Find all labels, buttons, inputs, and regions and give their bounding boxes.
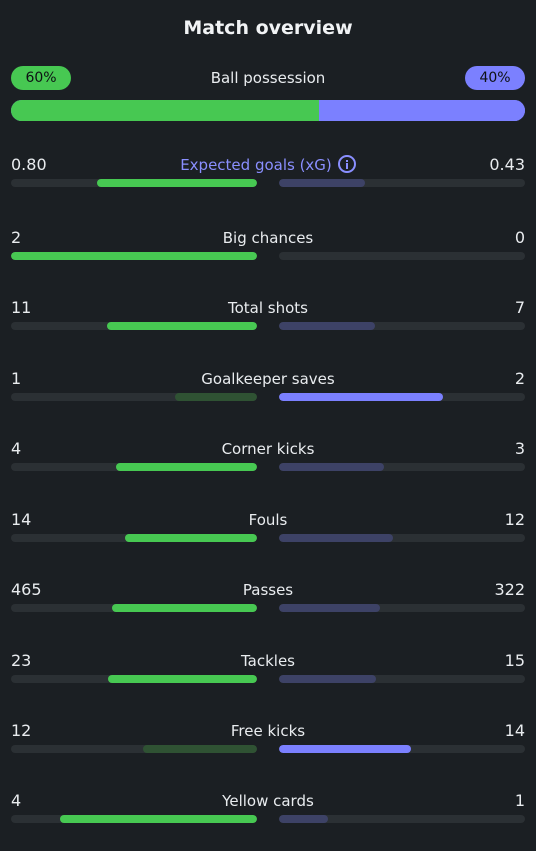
- home-value: 465: [11, 580, 42, 599]
- home-track: [11, 252, 257, 260]
- away-value: 0: [514, 228, 525, 247]
- stat-label: Big chances: [222, 229, 314, 247]
- stat-label-wrap[interactable]: Expected goals (xG): [11, 155, 525, 175]
- stat-label-wrap: Big chances: [11, 228, 525, 248]
- away-value: 7: [514, 298, 525, 317]
- home-track: [11, 815, 257, 823]
- stat-row: 14 Fouls 12: [11, 510, 525, 550]
- stat-row: 4 Yellow cards 1: [11, 791, 525, 831]
- home-track: [11, 393, 257, 401]
- possession-header: 60% Ball possession 40%: [11, 66, 525, 92]
- away-possession-badge: 40%: [465, 66, 525, 90]
- home-value: 11: [11, 298, 32, 317]
- home-track: [11, 675, 257, 683]
- stat-label-wrap: Passes: [11, 580, 525, 600]
- home-track: [11, 604, 257, 612]
- home-track: [11, 322, 257, 330]
- home-fill: [60, 815, 257, 823]
- possession-bar: [11, 100, 525, 121]
- stat-label: Expected goals (xG): [180, 156, 332, 174]
- stat-row: 465 Passes 322: [11, 580, 525, 620]
- away-value: 12: [504, 510, 525, 529]
- home-value: 0.80: [11, 155, 47, 174]
- away-fill: [279, 604, 380, 612]
- away-value: 3: [514, 439, 525, 458]
- page-title: Match overview: [183, 17, 353, 39]
- stat-label: Yellow cards: [222, 792, 314, 810]
- home-track: [11, 179, 257, 187]
- stat-label: Free kicks: [230, 722, 306, 740]
- stat-label: Fouls: [248, 511, 288, 529]
- stat-label-wrap: Corner kicks: [11, 439, 525, 459]
- stat-label: Corner kicks: [221, 440, 315, 458]
- stat-label: Goalkeeper saves: [201, 370, 335, 388]
- possession-label: Ball possession: [210, 69, 326, 87]
- stat-label: Tackles: [240, 652, 296, 670]
- home-fill: [97, 179, 257, 187]
- stat-row: 4 Corner kicks 3: [11, 439, 525, 479]
- away-track: [279, 815, 525, 823]
- away-fill: [279, 745, 412, 753]
- away-value: 14: [504, 721, 525, 740]
- stat-label-wrap: Fouls: [11, 510, 525, 530]
- away-track: [279, 604, 525, 612]
- away-value: 322: [494, 580, 525, 599]
- stat-label-wrap: Goalkeeper saves: [11, 369, 525, 389]
- away-fill: [279, 463, 385, 471]
- away-track: [279, 534, 525, 542]
- away-fill: [279, 675, 377, 683]
- home-value: 4: [11, 439, 22, 458]
- stat-label: Passes: [242, 581, 294, 599]
- away-possession-fill: [319, 100, 525, 121]
- home-track: [11, 463, 257, 471]
- home-value: 4: [11, 791, 22, 810]
- stat-label: Total shots: [228, 299, 308, 317]
- home-track: [11, 745, 257, 753]
- away-fill: [279, 179, 365, 187]
- away-track: [279, 393, 525, 401]
- away-value: 15: [504, 651, 525, 670]
- home-track: [11, 534, 257, 542]
- home-fill: [175, 393, 257, 401]
- home-value: 12: [11, 721, 32, 740]
- away-track: [279, 675, 525, 683]
- stat-row: 1 Goalkeeper saves 2: [11, 369, 525, 409]
- away-track: [279, 179, 525, 187]
- away-track: [279, 463, 525, 471]
- info-icon[interactable]: [337, 155, 356, 173]
- away-fill: [279, 393, 443, 401]
- away-track: [279, 252, 525, 260]
- home-value: 1: [11, 369, 22, 388]
- home-value: 23: [11, 651, 32, 670]
- away-track: [279, 745, 525, 753]
- stat-row: 12 Free kicks 14: [11, 721, 525, 761]
- away-fill: [279, 534, 393, 542]
- stat-row: 0.80 Expected goals (xG) 0.43: [11, 155, 525, 195]
- stat-label-wrap: Tackles: [11, 651, 525, 671]
- home-fill: [143, 745, 257, 753]
- stat-label-wrap: Free kicks: [11, 721, 525, 741]
- away-track: [279, 322, 525, 330]
- home-value: 14: [11, 510, 32, 529]
- home-possession-fill: [11, 100, 320, 121]
- home-fill: [108, 675, 257, 683]
- home-fill: [111, 604, 257, 612]
- away-value: 1: [514, 791, 525, 810]
- stat-row: 2 Big chances 0: [11, 228, 525, 268]
- away-value: 0.43: [489, 155, 525, 174]
- away-fill: [279, 322, 375, 330]
- home-fill: [124, 534, 257, 542]
- home-possession-badge: 60%: [11, 66, 71, 90]
- home-value: 2: [11, 228, 22, 247]
- stat-label-wrap: Total shots: [11, 298, 525, 318]
- stat-label-wrap: Yellow cards: [11, 791, 525, 811]
- away-fill: [279, 815, 329, 823]
- away-value: 2: [514, 369, 525, 388]
- stat-row: 23 Tackles 15: [11, 651, 525, 691]
- home-fill: [116, 463, 257, 471]
- home-fill: [11, 252, 257, 260]
- stat-row: 11 Total shots 7: [11, 298, 525, 338]
- home-fill: [106, 322, 257, 330]
